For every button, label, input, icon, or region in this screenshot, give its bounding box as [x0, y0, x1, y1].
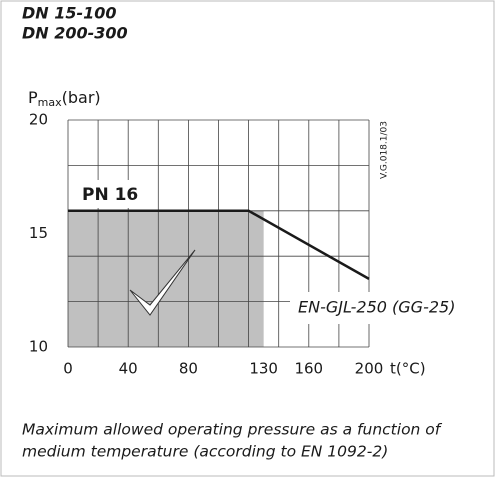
legend-label: EN-GJL-250 (GG-25): [298, 298, 455, 317]
shaded-region: [68, 210, 264, 347]
caption-line: Maximum allowed operating pressure as a …: [22, 421, 443, 439]
y-tick-label: 10: [29, 338, 48, 356]
x-axis-label: t(°C): [390, 360, 426, 378]
x-tick-label: 160: [294, 360, 323, 378]
caption-line: medium temperature (according to EN 1092…: [22, 443, 388, 461]
x-tick-label: 40: [119, 360, 138, 378]
title-line: DN 15-100: [22, 4, 117, 23]
y-label-sub: max: [38, 96, 62, 109]
x-tick-label: 130: [249, 360, 278, 378]
checkmark: [129, 249, 196, 316]
y-label-base: P: [28, 88, 38, 107]
x-tick-label: 200: [355, 360, 384, 378]
pn-box: [70, 180, 150, 208]
y-tick-label: 20: [29, 111, 48, 129]
pn-label: PN 16: [82, 185, 138, 205]
x-tick-label: 80: [179, 360, 198, 378]
title-line: DN 200-300: [22, 24, 128, 43]
x-tick-label: 0: [63, 360, 73, 378]
series-line: [68, 209, 370, 280]
legend-box: [290, 292, 470, 324]
y-tick-label: 15: [29, 224, 48, 242]
y-axis-label: Pmax(bar): [28, 88, 101, 110]
drawing-code: V.G.018.1/03: [380, 121, 390, 179]
y-label-unit: (bar): [62, 88, 101, 107]
